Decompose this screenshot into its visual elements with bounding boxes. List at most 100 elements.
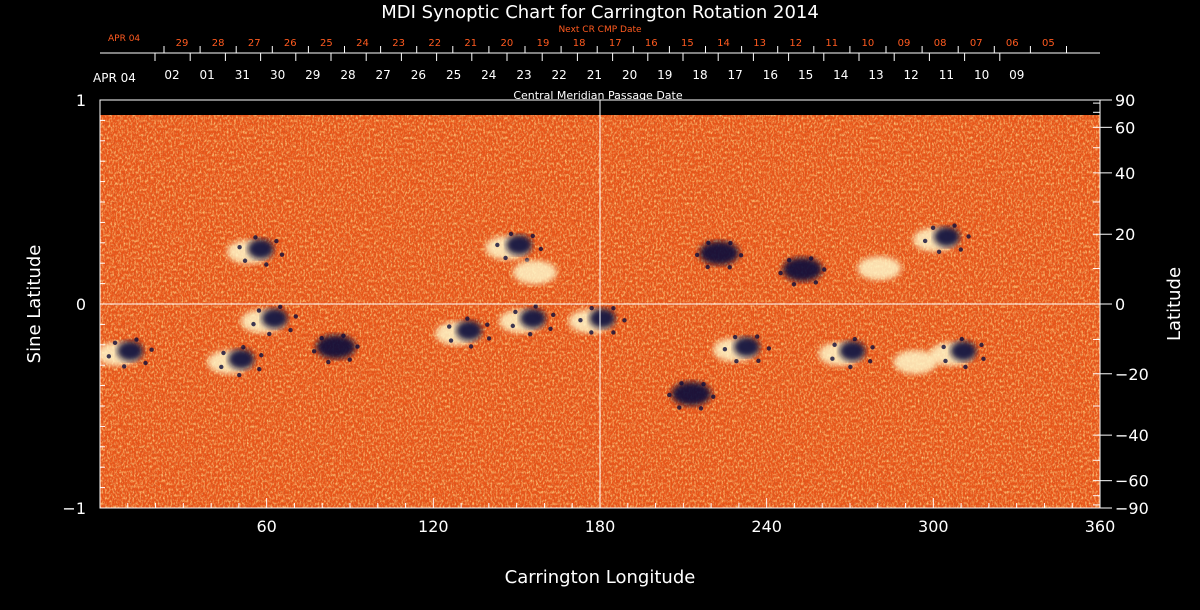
negative-flux-speck: [149, 347, 154, 352]
negative-flux-speck: [701, 381, 706, 387]
active-region: [929, 336, 986, 370]
negative-flux-speck: [319, 335, 324, 341]
negative-flux-speck: [959, 336, 965, 342]
negative-flux-speck: [705, 264, 710, 270]
negative-flux-speck: [822, 267, 827, 272]
negative-flux-speck: [510, 323, 516, 329]
negative-flux-speck: [679, 381, 684, 386]
next-cr-date: 27: [248, 38, 261, 49]
mid-axis-start-date: APR 04: [93, 71, 136, 85]
negative-flux-speck: [242, 258, 248, 263]
y-right-tick-label: 0: [1115, 295, 1125, 314]
negative-flux-speck: [256, 308, 262, 313]
cmp-date: 12: [904, 68, 919, 82]
negative-flux-speck: [527, 332, 533, 337]
negative-flux-speck: [251, 321, 256, 327]
cmp-date: 28: [340, 68, 355, 82]
active-region: [893, 350, 938, 375]
y-left-tick-label: 1: [76, 91, 86, 110]
negative-flux-speck: [756, 358, 761, 363]
x-tick-label: 360: [1085, 517, 1116, 536]
negative-flux-speck: [922, 238, 928, 244]
next-cr-date: 28: [212, 38, 225, 49]
active-region: [512, 260, 557, 285]
cmp-date: 09: [1009, 68, 1024, 82]
negative-flux-speck: [755, 334, 760, 339]
active-region: [694, 240, 744, 270]
negative-flux-speck: [221, 350, 226, 356]
next-cr-date: 21: [464, 38, 477, 49]
next-cr-date: 26: [284, 38, 297, 49]
negative-flux-speck: [966, 234, 971, 239]
negative-flux: [733, 336, 760, 357]
next-cr-date: 16: [645, 38, 658, 49]
active-region: [778, 256, 827, 287]
negative-flux-speck: [485, 322, 490, 327]
negative-flux-speck: [121, 364, 127, 369]
cmp-date: 15: [798, 68, 813, 82]
cmp-date: 19: [657, 68, 672, 82]
y-axis-left: 1 0 −1: [62, 91, 110, 518]
x-axis-label: Carrington Longitude: [505, 567, 696, 588]
negative-flux: [933, 226, 960, 247]
x-tick-label: 300: [918, 517, 949, 536]
negative-flux-speck: [832, 342, 837, 347]
x-tick-label: 60: [256, 517, 276, 536]
negative-flux-speck: [963, 364, 968, 370]
negative-flux-speck: [808, 256, 814, 261]
negative-flux-speck: [551, 312, 556, 318]
active-region: [226, 235, 285, 267]
cmp-date: 10: [974, 68, 989, 82]
cmp-date: 01: [200, 68, 215, 82]
cmp-date: 20: [622, 68, 637, 82]
negative-flux-speck: [870, 345, 875, 350]
y-right-tick-label: 20: [1115, 225, 1135, 244]
y-axis-right-label: Latitude: [1164, 267, 1185, 341]
negative-flux-speck: [293, 314, 298, 319]
negative-flux-speck: [952, 223, 957, 228]
negative-flux-speck: [143, 360, 148, 366]
negative-flux: [117, 340, 144, 361]
negative-flux-speck: [347, 357, 352, 362]
next-cr-date: 09: [898, 38, 911, 49]
negative-flux-speck: [622, 318, 627, 323]
negative-flux-speck: [706, 240, 711, 246]
negative-flux-speck: [667, 392, 672, 398]
negative-flux-speck: [134, 337, 139, 342]
negative-flux-speck: [867, 359, 873, 364]
active-region: [818, 336, 875, 370]
negative-flux-speck: [530, 233, 535, 239]
negative-flux-speck: [495, 242, 500, 248]
positive-flux: [893, 350, 938, 375]
negative-flux-speck: [503, 255, 508, 261]
next-cr-date: 29: [176, 38, 189, 49]
cmp-date: 25: [446, 68, 461, 82]
next-cr-date: 25: [320, 38, 333, 49]
negative-flux-speck: [830, 356, 835, 361]
y-right-tick-label: −60: [1115, 472, 1149, 491]
negative-flux-speck: [257, 367, 262, 372]
next-cr-date: 07: [970, 38, 983, 49]
active-region: [435, 316, 492, 349]
y-left-tick-label: −1: [62, 499, 86, 518]
negative-flux-speck: [447, 324, 452, 329]
negative-flux-speck: [694, 252, 700, 258]
cmp-date: 27: [376, 68, 391, 82]
negative-flux-speck: [311, 349, 317, 354]
negative-flux-speck: [548, 326, 553, 331]
next-cr-date: 14: [717, 38, 730, 49]
active-region: [240, 304, 298, 337]
negative-flux-speck: [259, 353, 264, 358]
date-axes: Next CR CMP Date APR 04 Central Meridian…: [93, 25, 1100, 102]
negative-flux-speck: [237, 244, 242, 250]
x-tick-label: 180: [585, 517, 616, 536]
negative-flux-speck: [468, 344, 474, 349]
negative-flux: [589, 308, 616, 329]
next-cr-date: 22: [428, 38, 441, 49]
y-right-tick-label: 40: [1115, 164, 1135, 183]
negative-flux-speck: [791, 282, 797, 287]
negative-flux-speck: [267, 331, 272, 337]
negative-flux-speck: [722, 347, 728, 352]
x-axis: 60 120 180 240 300 360: [127, 498, 1116, 536]
negative-flux: [506, 234, 533, 255]
